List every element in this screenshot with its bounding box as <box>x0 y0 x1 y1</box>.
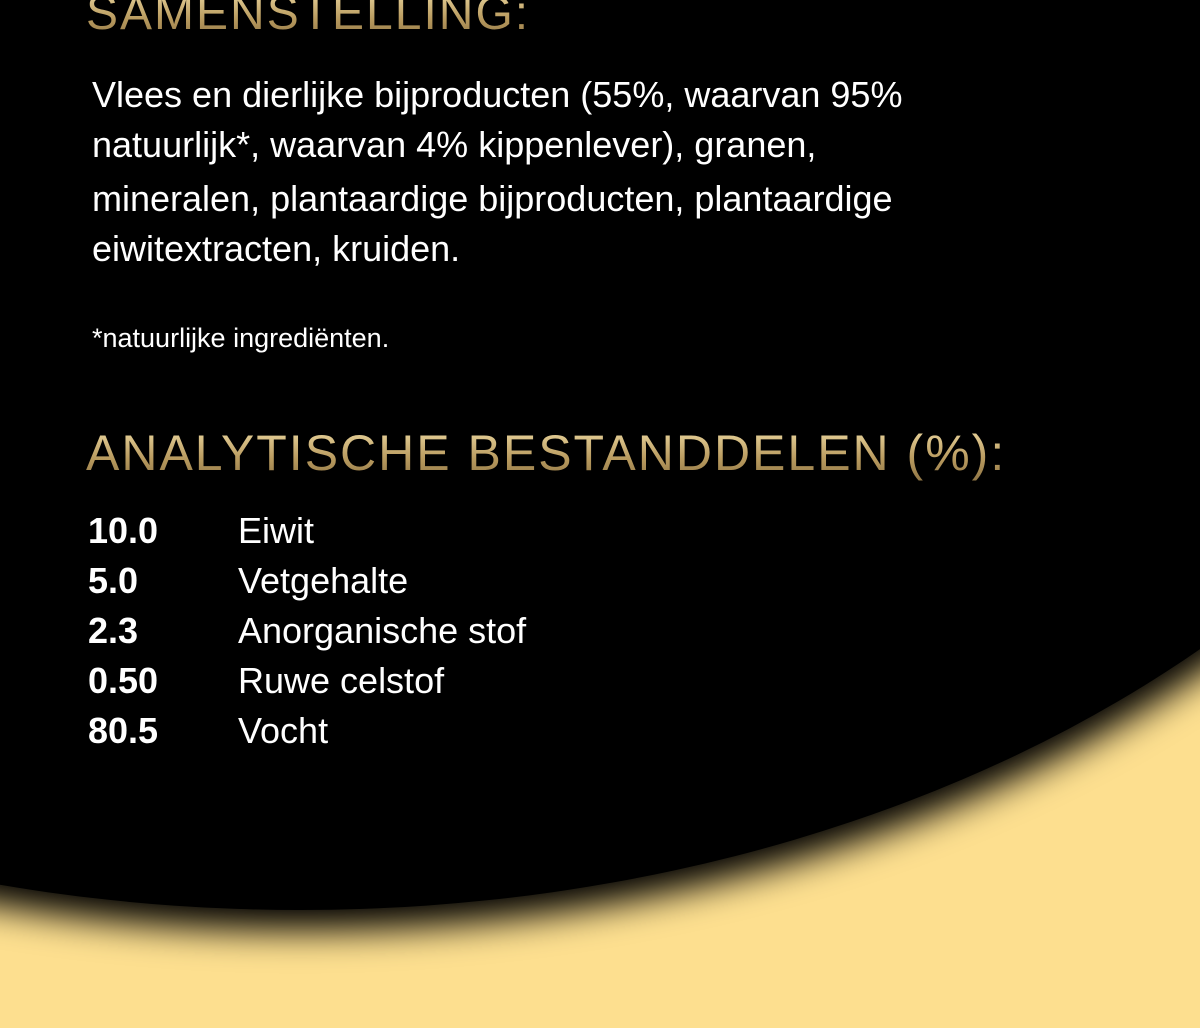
composition-line: Vlees en dierlijke bijproducten (55%, wa… <box>92 74 903 115</box>
analysis-label: Ruwe celstof <box>238 660 445 701</box>
composition-heading: SAMENSTELLING: <box>86 0 530 41</box>
analysis-row: 0.50 Ruwe celstof <box>88 656 526 706</box>
analysis-value: 10.0 <box>88 510 159 551</box>
composition-text: Vlees en dierlijke bijproducten (55%, wa… <box>92 70 1132 274</box>
composition-line: natuurlijk*, waarvan 4% kippenlever), gr… <box>92 124 817 165</box>
analysis-heading: ANALYTISCHE BESTANDDELEN (%): <box>86 425 1007 481</box>
analysis-label: Anorganische stof <box>238 610 527 651</box>
composition-line: eiwitextracten, kruiden. <box>92 228 461 269</box>
analysis-row: 5.0 Vetgehalte <box>88 556 526 606</box>
analysis-label: Vocht <box>238 710 329 751</box>
analysis-label: Vetgehalte <box>238 560 409 601</box>
footnote: *natuurlijke ingrediënten. <box>92 323 390 353</box>
analysis-value: 80.5 <box>88 710 159 751</box>
composition-line: mineralen, plantaardige bijproducten, pl… <box>92 178 893 219</box>
analysis-row: 80.5 Vocht <box>88 706 526 756</box>
analysis-value: 2.3 <box>88 610 139 651</box>
analysis-label: Eiwit <box>238 510 315 551</box>
analysis-row: 2.3 Anorganische stof <box>88 606 526 656</box>
analysis-row: 10.0 Eiwit <box>88 506 526 556</box>
analysis-value: 0.50 <box>88 660 159 701</box>
analysis-value: 5.0 <box>88 560 139 601</box>
analysis-table: 10.0 Eiwit 5.0 Vetgehalte 2.3 Anorganische … <box>88 506 526 756</box>
